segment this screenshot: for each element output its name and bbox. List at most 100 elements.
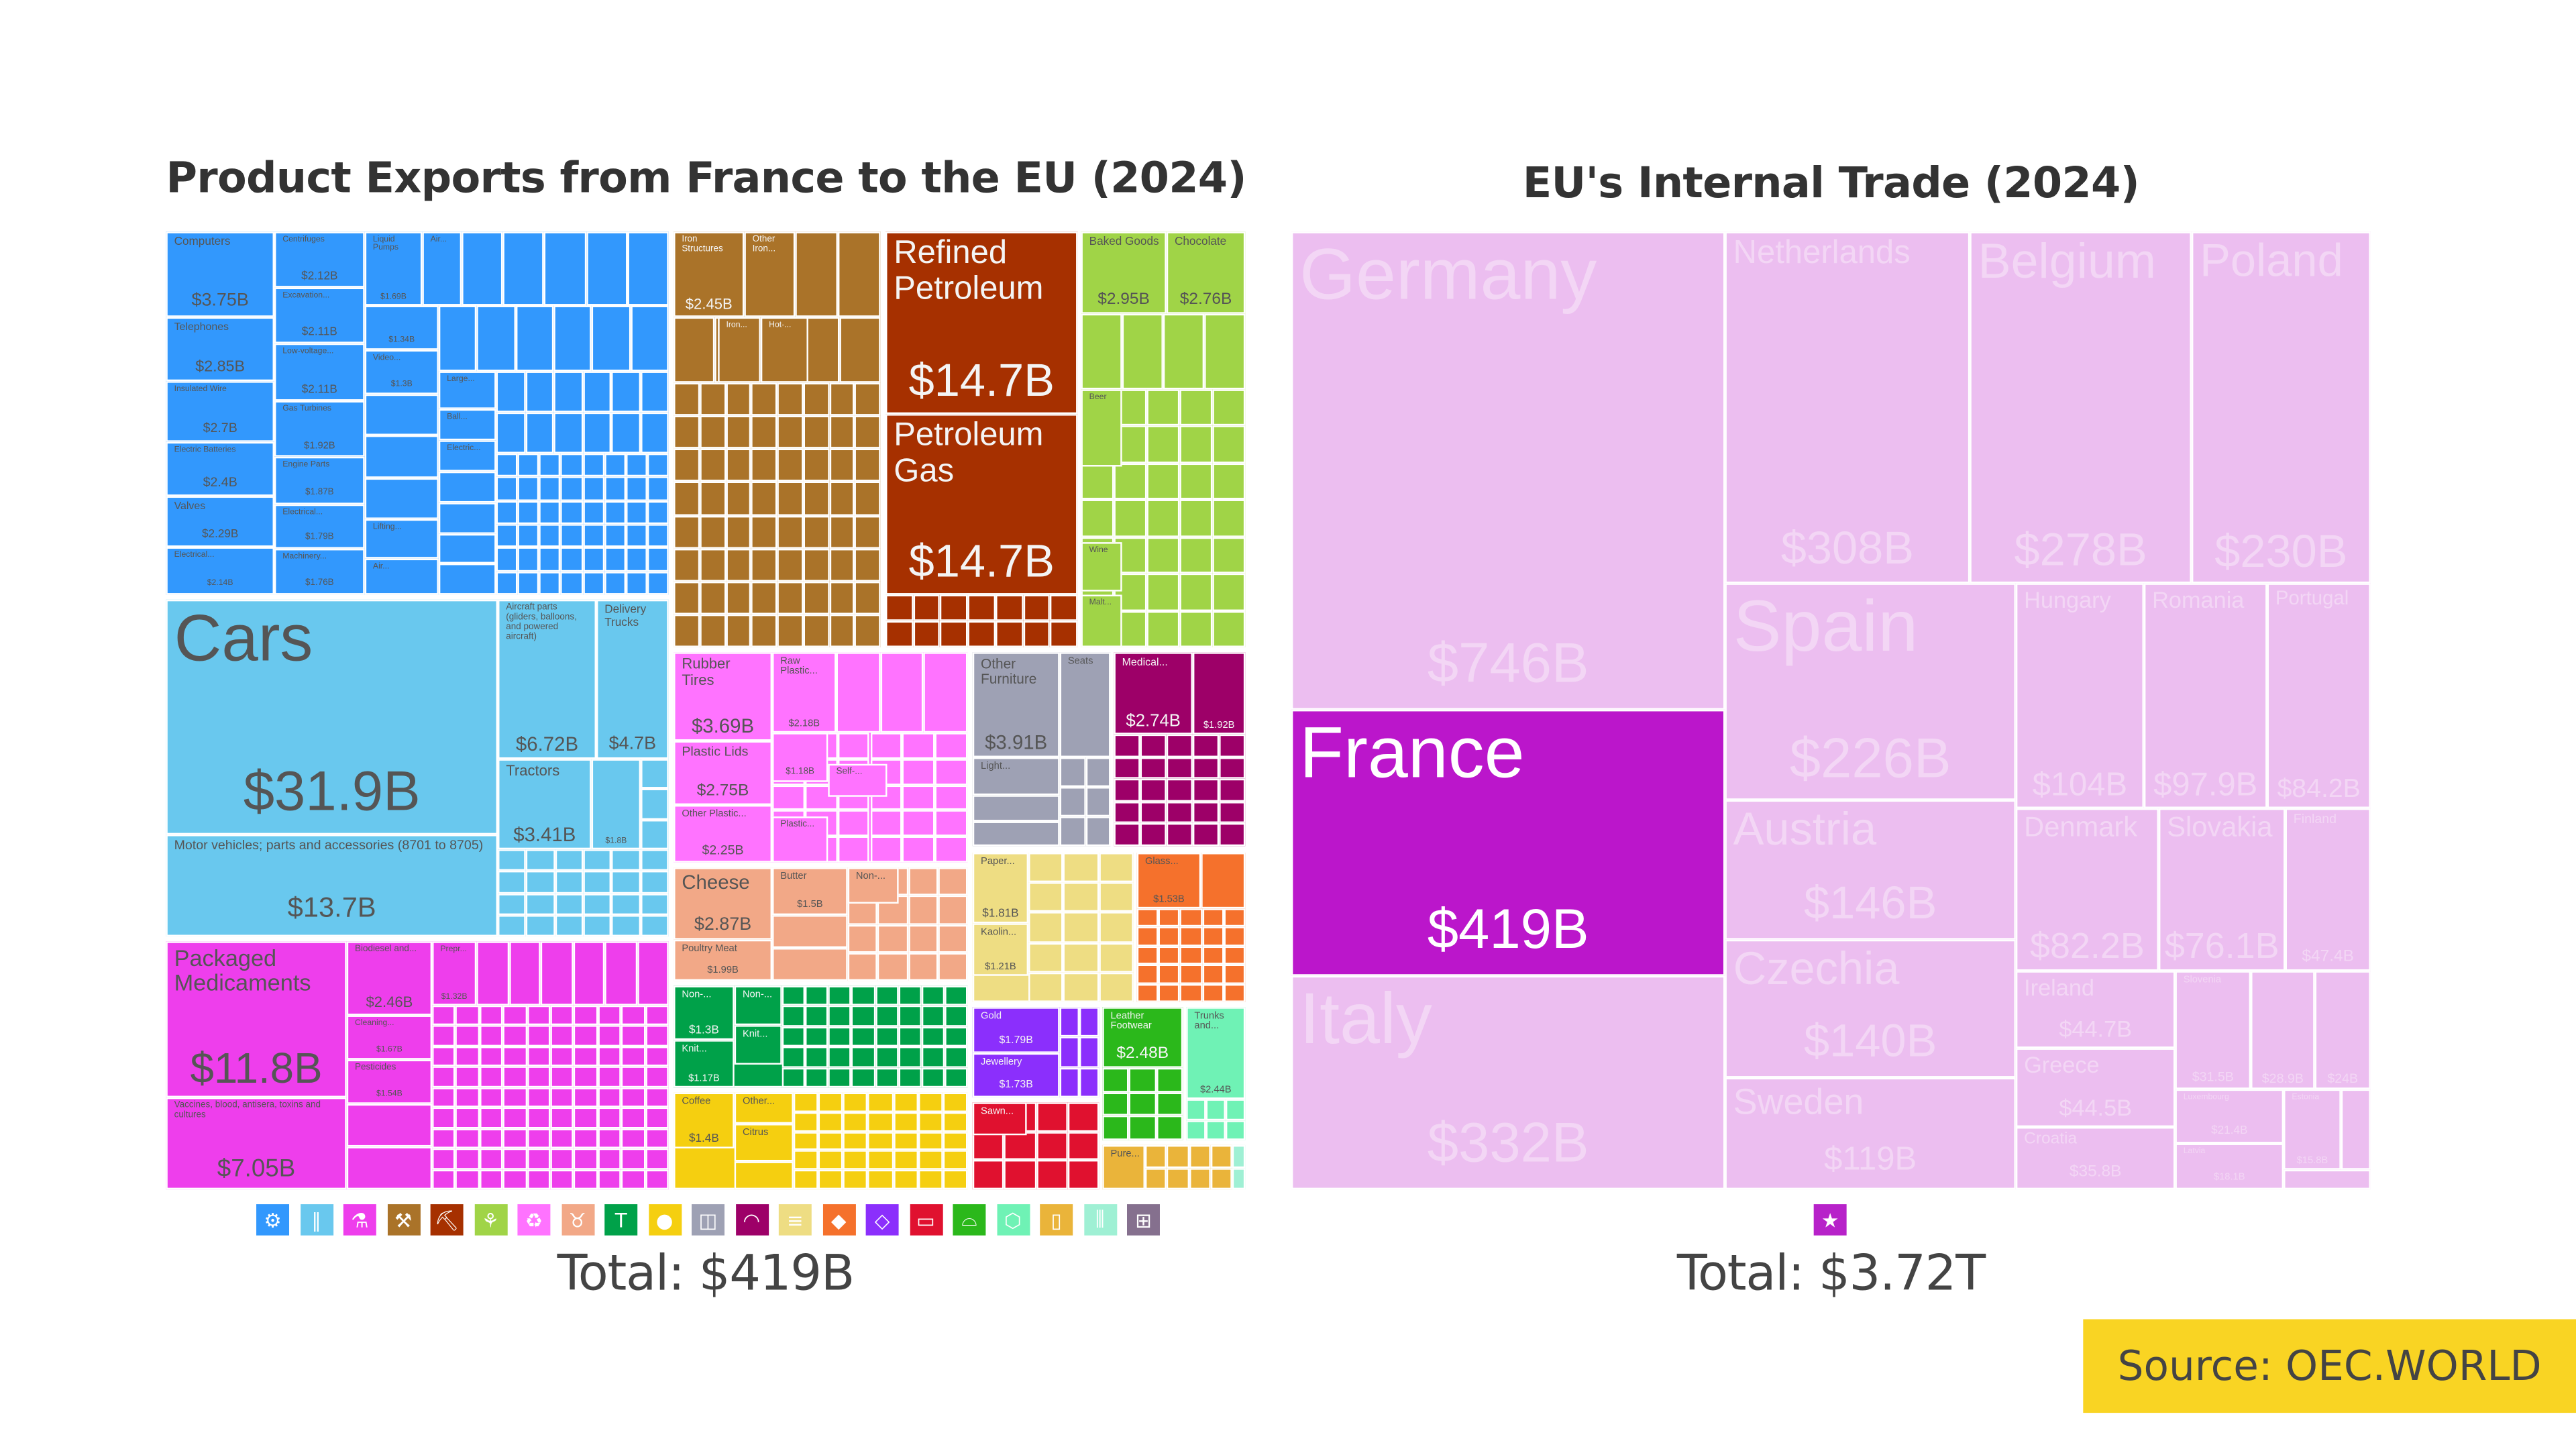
treemap-tile[interactable]: [582, 453, 604, 478]
treemap-tile[interactable]: [674, 515, 700, 549]
treemap-tile[interactable]: [937, 867, 968, 896]
treemap-tile[interactable]: Poland $230B: [2191, 231, 2371, 584]
treemap-tile[interactable]: [699, 548, 726, 582]
treemap-tile[interactable]: [527, 1005, 551, 1026]
treemap-tile[interactable]: [574, 1026, 598, 1046]
treemap-tile[interactable]: Electrical... $1.79B: [274, 504, 365, 549]
treemap-tile[interactable]: [1210, 1167, 1232, 1190]
treemap-tile[interactable]: [934, 758, 968, 785]
treemap-tile[interactable]: [843, 1092, 869, 1112]
treemap-tile[interactable]: [625, 453, 647, 478]
treemap-tile[interactable]: [847, 924, 878, 953]
treemap-tile[interactable]: [438, 533, 496, 564]
treemap-tile[interactable]: [828, 382, 855, 416]
treemap-tile[interactable]: [508, 941, 541, 1006]
treemap-tile[interactable]: Low-voltage... $2.11B: [274, 343, 365, 401]
treemap-tile[interactable]: [526, 849, 555, 871]
treemap-tile[interactable]: [539, 571, 561, 595]
treemap-tile[interactable]: [995, 621, 1023, 647]
treemap-tile[interactable]: [879, 652, 924, 733]
treemap-tile[interactable]: [1022, 594, 1051, 621]
treemap-tile[interactable]: [828, 515, 855, 549]
treemap-tile[interactable]: [1004, 1131, 1036, 1161]
treemap-tile[interactable]: [1158, 908, 1181, 928]
treemap-tile[interactable]: $1.18B: [772, 733, 828, 782]
treemap-tile[interactable]: Computers $3.75B: [166, 231, 274, 317]
treemap-tile[interactable]: [1219, 823, 1246, 847]
treemap-tile[interactable]: [793, 1131, 818, 1151]
treemap-tile[interactable]: [828, 482, 855, 515]
treemap-tile[interactable]: [893, 1131, 918, 1151]
treemap-tile[interactable]: [940, 621, 968, 647]
treemap-tile[interactable]: [802, 382, 829, 416]
treemap-tile[interactable]: Valves $2.29B: [166, 496, 274, 547]
treemap-tile[interactable]: [597, 1169, 622, 1190]
treemap-tile[interactable]: [725, 515, 751, 549]
treemap-tile[interactable]: [455, 1026, 480, 1046]
treemap-tile[interactable]: $28.9B: [2251, 971, 2315, 1089]
treemap-tile[interactable]: [805, 1067, 828, 1088]
treemap-tile[interactable]: [554, 849, 584, 871]
treemap-tile[interactable]: [839, 317, 881, 383]
treemap-tile[interactable]: [604, 500, 626, 525]
treemap-tile[interactable]: [1192, 734, 1220, 757]
treemap-tile[interactable]: Other Iron...: [744, 231, 796, 317]
treemap-tile[interactable]: [1180, 927, 1202, 947]
treemap-tile[interactable]: [502, 1148, 527, 1169]
treemap-tile[interactable]: [1129, 1067, 1157, 1092]
treemap-tile[interactable]: Lifting...: [364, 519, 439, 559]
treemap-tile[interactable]: [496, 500, 518, 525]
treemap-tile[interactable]: [479, 1148, 503, 1169]
treemap-tile[interactable]: [1028, 972, 1064, 1002]
treemap-tile[interactable]: [855, 581, 881, 614]
treemap-tile[interactable]: [502, 1108, 527, 1128]
treemap-tile[interactable]: [851, 1026, 875, 1047]
treemap-tile[interactable]: [1140, 823, 1167, 847]
treemap-tile[interactable]: [782, 1067, 806, 1088]
treemap-tile[interactable]: [597, 1026, 622, 1046]
gear-icon[interactable]: ⚙: [256, 1204, 290, 1236]
treemap-tile[interactable]: [1166, 734, 1193, 757]
treemap-tile[interactable]: [793, 1092, 818, 1112]
treemap-tile[interactable]: Rubber Tires $3.69B: [674, 652, 773, 741]
treemap-tile[interactable]: [847, 952, 878, 981]
treemap-tile[interactable]: [479, 1108, 503, 1128]
treemap-tile[interactable]: [517, 547, 539, 572]
treemap-tile[interactable]: [1098, 972, 1134, 1002]
treemap-tile[interactable]: [1114, 734, 1140, 757]
treemap-tile[interactable]: [943, 1112, 968, 1132]
treemap-tile[interactable]: Tractors $3.41B: [498, 759, 592, 850]
treemap-tile[interactable]: [455, 1169, 480, 1190]
treemap-tile[interactable]: [645, 1067, 669, 1087]
treemap-tile[interactable]: [902, 810, 935, 837]
treemap-tile[interactable]: [1114, 500, 1147, 537]
treemap-tile[interactable]: [1146, 574, 1180, 610]
treemap-tile[interactable]: [641, 759, 669, 790]
treemap-tile[interactable]: [793, 1150, 818, 1171]
treemap-tile[interactable]: [805, 985, 828, 1006]
treemap-tile[interactable]: [1156, 1116, 1183, 1140]
treemap-tile[interactable]: [1063, 942, 1099, 973]
treemap-tile[interactable]: [967, 621, 996, 647]
treemap-tile[interactable]: [921, 1006, 945, 1027]
treemap-tile[interactable]: [582, 412, 612, 453]
treemap-tile[interactable]: [1063, 882, 1099, 913]
treemap-tile[interactable]: France $419B: [1291, 709, 1725, 976]
treemap-tile[interactable]: [1204, 313, 1246, 390]
treemap-tile[interactable]: [902, 836, 935, 863]
treemap-tile[interactable]: [1166, 779, 1193, 802]
treemap-tile[interactable]: [1192, 779, 1220, 802]
treemap-tile[interactable]: [432, 1148, 456, 1169]
treemap-tile[interactable]: [851, 1006, 875, 1027]
treemap-tile[interactable]: [479, 1005, 503, 1026]
treemap-tile[interactable]: Ball...: [438, 409, 496, 441]
treemap-tile[interactable]: [944, 1006, 968, 1027]
treemap-tile[interactable]: Netherlands $308B: [1725, 231, 1970, 584]
treemap-tile[interactable]: Packaged Medicaments $11.8B: [166, 941, 347, 1097]
treemap-tile[interactable]: Sweden $119B: [1725, 1077, 2016, 1190]
treemap-tile[interactable]: [1059, 757, 1085, 788]
treemap-tile[interactable]: [636, 941, 669, 1006]
treemap-tile[interactable]: [1219, 779, 1246, 802]
treemap-tile[interactable]: [1144, 1167, 1167, 1190]
treemap-tile[interactable]: [868, 1150, 894, 1171]
